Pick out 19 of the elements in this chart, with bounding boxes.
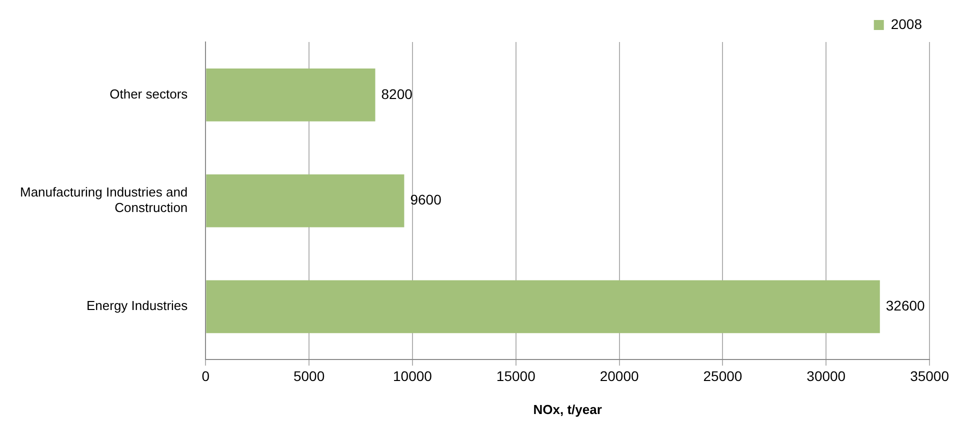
bar [206, 68, 376, 122]
x-tick-label: 20000 [600, 368, 639, 384]
x-tick-label: 35000 [910, 368, 950, 384]
x-tick-label: 15000 [496, 368, 536, 384]
x-tick-label: 0 [202, 368, 210, 384]
x-tick-label: 25000 [703, 368, 742, 384]
bar [206, 280, 880, 334]
x-tick-label: 10000 [393, 368, 432, 384]
x-axis-title: NOx, t/year [533, 402, 602, 417]
data-label: 9600 [410, 192, 442, 208]
bar [206, 174, 404, 228]
data-label: 8200 [381, 86, 413, 102]
data-label: 32600 [886, 298, 926, 314]
x-tick-label: 30000 [806, 368, 846, 384]
y-tick-label: Energy Industries [86, 298, 188, 314]
x-tick-label: 5000 [293, 368, 325, 384]
y-tick-label: Other sectors [110, 86, 188, 102]
y-tick-label: Manufacturing Industries and Construction [20, 184, 188, 216]
legend-label: 2008 [890, 16, 922, 32]
